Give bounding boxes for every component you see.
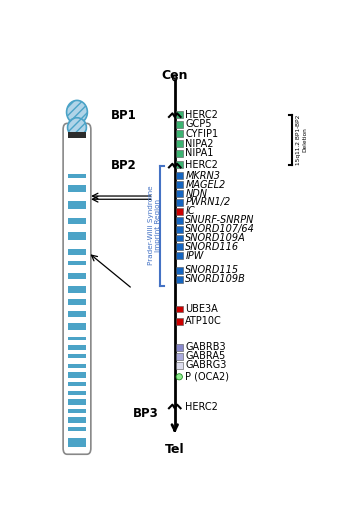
Bar <box>69 249 86 255</box>
Bar <box>69 274 86 279</box>
Text: 15q11.2 BP1-BP2
Deletion: 15q11.2 BP1-BP2 Deletion <box>296 114 307 165</box>
Text: HERC2: HERC2 <box>186 159 218 170</box>
Text: GABRG3: GABRG3 <box>186 360 227 370</box>
Bar <box>176 276 183 282</box>
Text: ATP10C: ATP10C <box>186 316 222 326</box>
Bar <box>69 344 86 350</box>
Bar <box>69 201 86 209</box>
Bar <box>176 267 183 274</box>
Bar <box>69 438 86 447</box>
Bar <box>69 311 86 317</box>
Bar <box>69 399 86 405</box>
Bar <box>69 427 86 431</box>
Bar <box>69 391 86 395</box>
Bar <box>176 150 183 157</box>
Bar <box>69 382 86 386</box>
Bar <box>69 337 86 341</box>
Text: GCP5: GCP5 <box>186 119 212 129</box>
Bar <box>176 344 183 351</box>
Text: SNORD109A: SNORD109A <box>186 233 246 243</box>
Text: HERC2: HERC2 <box>186 110 218 119</box>
Bar <box>176 235 183 242</box>
Bar <box>69 417 86 423</box>
Text: BP2: BP2 <box>111 159 136 172</box>
Bar <box>176 181 183 188</box>
Ellipse shape <box>68 118 86 137</box>
Bar <box>69 185 86 192</box>
Text: Tel: Tel <box>165 443 184 456</box>
Bar <box>176 190 183 197</box>
Bar <box>69 354 86 358</box>
Text: PWRN1/2: PWRN1/2 <box>186 198 231 208</box>
Bar <box>69 299 86 305</box>
Bar <box>176 305 183 312</box>
Bar <box>69 260 86 265</box>
Bar <box>176 318 183 324</box>
FancyBboxPatch shape <box>63 124 91 454</box>
Bar <box>176 217 183 224</box>
Text: P (OCA2): P (OCA2) <box>186 372 229 382</box>
Bar <box>176 253 183 259</box>
Bar <box>69 232 86 241</box>
Text: IPW: IPW <box>186 251 204 261</box>
Text: SNURF-SNRPN: SNURF-SNRPN <box>186 215 255 225</box>
Bar <box>69 323 86 330</box>
Text: Prader-Willi Syndrome
Imprint Region: Prader-Willi Syndrome Imprint Region <box>148 186 161 266</box>
Text: MAGEL2: MAGEL2 <box>186 180 226 190</box>
Text: BP1: BP1 <box>111 109 136 122</box>
Bar <box>69 286 86 293</box>
Bar <box>69 132 86 137</box>
Text: IC: IC <box>186 206 195 216</box>
Bar <box>176 121 183 128</box>
Bar <box>176 353 183 359</box>
Text: SNORD107/64: SNORD107/64 <box>186 224 255 234</box>
Bar <box>176 172 183 179</box>
Text: UBE3A: UBE3A <box>186 304 218 314</box>
Bar <box>69 218 86 224</box>
Bar <box>176 140 183 147</box>
Bar <box>176 111 183 118</box>
Ellipse shape <box>176 374 182 380</box>
Bar <box>69 409 86 413</box>
Text: SNORD115: SNORD115 <box>186 265 239 275</box>
Bar <box>176 199 183 206</box>
Ellipse shape <box>66 101 87 124</box>
Bar <box>176 161 183 168</box>
Text: HERC2: HERC2 <box>186 401 218 412</box>
Bar <box>176 130 183 137</box>
Bar <box>176 362 183 368</box>
Bar <box>176 244 183 250</box>
Text: BP3: BP3 <box>133 407 159 420</box>
Text: CYFIP1: CYFIP1 <box>186 129 219 139</box>
Text: NIPA2: NIPA2 <box>186 138 214 149</box>
Bar <box>69 174 86 178</box>
Bar <box>69 372 86 378</box>
Bar <box>69 364 86 368</box>
Text: SNORD109B: SNORD109B <box>186 274 246 284</box>
Text: SNORD116: SNORD116 <box>186 242 239 252</box>
Text: MKRN3: MKRN3 <box>186 171 220 181</box>
Text: NDN: NDN <box>186 189 207 199</box>
Bar <box>176 208 183 215</box>
Text: Cen: Cen <box>162 69 188 82</box>
Text: NIPA1: NIPA1 <box>186 148 214 158</box>
Text: GABRA5: GABRA5 <box>186 351 226 361</box>
Bar <box>176 226 183 233</box>
Text: GABRB3: GABRB3 <box>186 342 226 352</box>
